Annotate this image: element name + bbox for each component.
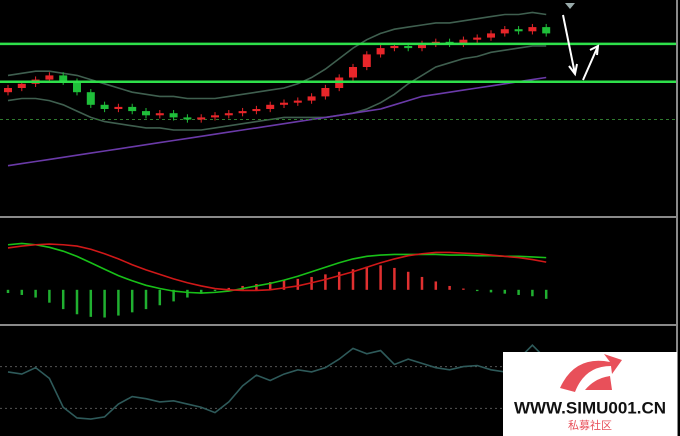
candle-body xyxy=(280,102,288,105)
candle-body xyxy=(418,43,426,49)
candle-body xyxy=(293,100,302,103)
candle-body xyxy=(197,117,206,120)
logo xyxy=(585,376,612,390)
candle-body xyxy=(100,104,109,109)
arrow-up xyxy=(582,44,600,81)
candle-body xyxy=(155,113,164,116)
indicator-line xyxy=(7,243,547,292)
candle-body xyxy=(321,88,330,97)
arrow-down xyxy=(562,14,578,77)
indicator-line xyxy=(7,76,547,167)
candle-body xyxy=(224,113,233,116)
candle-body xyxy=(266,104,275,109)
candle-body xyxy=(528,27,537,32)
candle-body xyxy=(86,92,95,105)
candle-body xyxy=(473,37,482,40)
candle-body xyxy=(128,106,137,112)
candle-body xyxy=(542,27,551,34)
candle-body xyxy=(514,29,523,32)
candle-body xyxy=(59,75,68,82)
candle-body xyxy=(307,96,316,101)
candle-body xyxy=(45,75,54,80)
candle-body xyxy=(73,81,81,93)
candle-body xyxy=(500,29,509,34)
candle-body xyxy=(252,109,261,112)
candle-body xyxy=(4,88,12,93)
candle-body xyxy=(487,33,495,38)
candle-body xyxy=(349,67,357,78)
indicator-line xyxy=(7,242,547,294)
watermark-label: 私募社区 xyxy=(568,418,612,432)
indicator-line xyxy=(7,344,547,420)
candle-body xyxy=(362,54,371,67)
candle-body xyxy=(238,111,247,114)
candle-body xyxy=(376,48,385,55)
marker xyxy=(565,3,575,9)
candle-body xyxy=(183,117,192,120)
candle-body xyxy=(142,111,150,116)
logo xyxy=(560,354,622,392)
plots xyxy=(0,11,676,420)
candle-body xyxy=(390,46,399,49)
candle-body xyxy=(17,83,26,88)
candle-body xyxy=(114,106,123,109)
candle-body xyxy=(459,39,468,44)
candle-body xyxy=(169,113,178,118)
candle-body xyxy=(404,46,413,49)
watermark-url: WWW.SIMU001.CN xyxy=(514,398,666,417)
candle-body xyxy=(211,115,219,118)
watermark: WWW.SIMU001.CN 私募社区 xyxy=(503,352,677,436)
